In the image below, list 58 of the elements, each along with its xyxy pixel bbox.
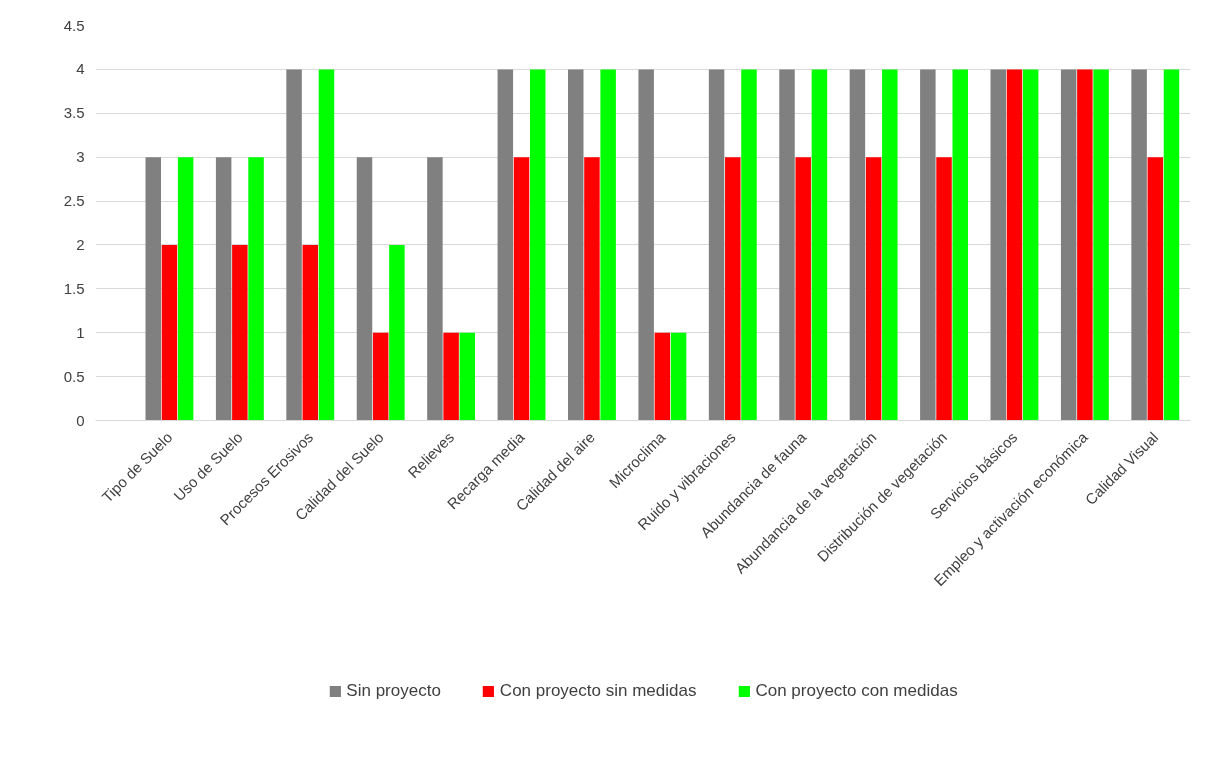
bar [161,244,178,421]
legend-label: Con proyecto con medidas [755,681,958,701]
legend-label: Sin proyecto [346,681,441,701]
y-tick-label: 0 [76,411,85,429]
bar [568,69,584,421]
bar [920,69,936,421]
bar [302,244,319,421]
bar [529,69,546,421]
bar [286,69,302,421]
bar [1147,157,1164,421]
bar [990,69,1006,421]
bar [779,69,795,421]
bar [741,69,757,421]
bar [952,69,968,421]
legend-label: Con proyecto sin medidas [499,681,697,701]
bar [936,157,952,421]
bar [795,157,811,421]
y-tick-label: 3.5 [63,104,85,122]
bar [849,69,866,421]
bar [638,69,654,421]
y-tick-label: 0.5 [63,367,85,385]
bar [177,157,194,421]
bar [215,157,232,421]
bar [1093,69,1109,421]
bar [427,157,443,421]
bar [670,332,687,421]
bar [372,332,389,421]
bar [708,69,725,421]
bar [513,157,530,421]
y-tick-label: 3 [76,148,85,166]
bar [584,157,600,421]
y-tick-label: 4 [76,60,85,78]
bar [232,244,248,421]
bar [865,157,882,421]
bar [318,69,335,421]
y-tick-label: 1 [76,323,85,341]
bar [248,157,264,421]
bar [497,69,514,421]
bar [1022,69,1039,421]
bar [1131,69,1147,421]
bar [1006,69,1023,421]
bar [1060,69,1077,421]
y-tick-label: 2 [76,235,85,253]
bar [600,69,616,421]
bar [1163,69,1180,421]
bar [145,157,161,421]
bar [459,332,476,421]
y-tick-label: 1.5 [63,279,85,297]
y-tick-label: 4.5 [63,16,85,34]
bar [654,332,671,421]
bar [443,332,459,421]
bar [389,244,405,421]
bar [356,157,373,421]
bar [725,157,741,421]
bar [811,69,828,421]
bar [882,69,898,421]
y-tick-label: 2.5 [63,192,85,210]
bar [1077,69,1093,421]
